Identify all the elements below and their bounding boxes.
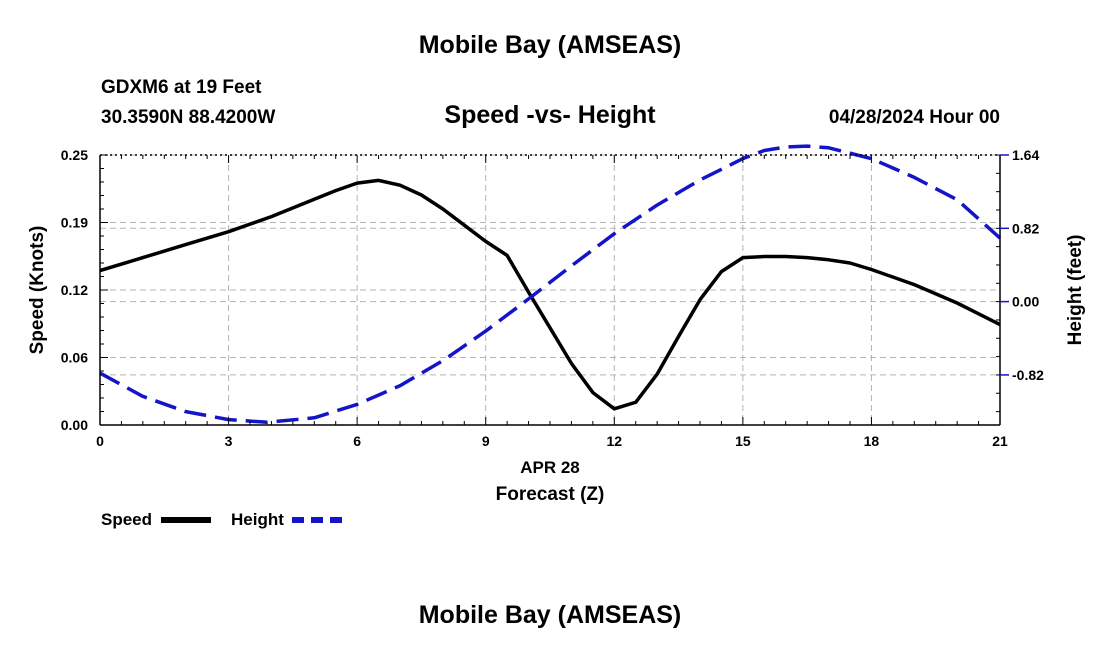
x-tick-label: 6	[353, 433, 361, 449]
y2-tick-label: 0.00	[1012, 294, 1039, 310]
y-tick-label: 0.25	[61, 147, 88, 163]
footer-title: Mobile Bay (AMSEAS)	[418, 601, 682, 629]
axes	[99, 154, 1009, 426]
forecast-datetime: 04/28/2024 Hour 00	[828, 107, 1000, 128]
y-tick-label: 0.12	[61, 282, 88, 298]
x-tick-label: 21	[992, 433, 1008, 449]
x-tick-label: 12	[606, 433, 622, 449]
coordinates-label: 30.3590N 88.4200W	[101, 107, 276, 128]
grid	[100, 154, 1000, 425]
axis-labels: 0 3 6 9 12 15 18 21 0.00 0.06 0.12 0.19 0.25 -0.82 0.0…	[27, 147, 1086, 505]
x-tick-label: 18	[864, 433, 880, 449]
x-tick-label: 0	[96, 433, 104, 449]
chart-title: Speed -vs- Height	[444, 101, 656, 129]
x-axis-date-label: APR 28	[520, 458, 580, 477]
page-title: Mobile Bay (AMSEAS)	[418, 31, 682, 59]
station-label: GDXM6 at 19 Feet	[101, 77, 262, 98]
x-axis-title: Forecast (Z)	[496, 484, 605, 505]
legend-speed-swatch	[161, 517, 211, 523]
y-tick-label: 0.19	[61, 215, 88, 231]
y2-tick-label: 0.82	[1012, 220, 1039, 236]
y-tick-label: 0.00	[61, 417, 88, 433]
y-axis-title: Speed (Knots)	[27, 226, 48, 355]
y2-tick-label: -0.82	[1012, 367, 1044, 383]
legend-speed-label: Speed	[101, 510, 153, 529]
legend-height-label: Height	[231, 510, 284, 529]
series-line-height	[99, 144, 1002, 425]
x-tick-label: 3	[225, 433, 233, 449]
y2-axis-title: Height (feet)	[1065, 235, 1086, 346]
y2-tick-label: 1.64	[1012, 147, 1039, 163]
x-tick-label: 9	[482, 433, 490, 449]
y-tick-label: 0.06	[61, 350, 88, 366]
x-tick-label: 15	[735, 433, 751, 449]
series-line-speed	[99, 178, 1001, 411]
series-lines	[99, 144, 1002, 425]
legend-height-swatch	[292, 517, 342, 523]
